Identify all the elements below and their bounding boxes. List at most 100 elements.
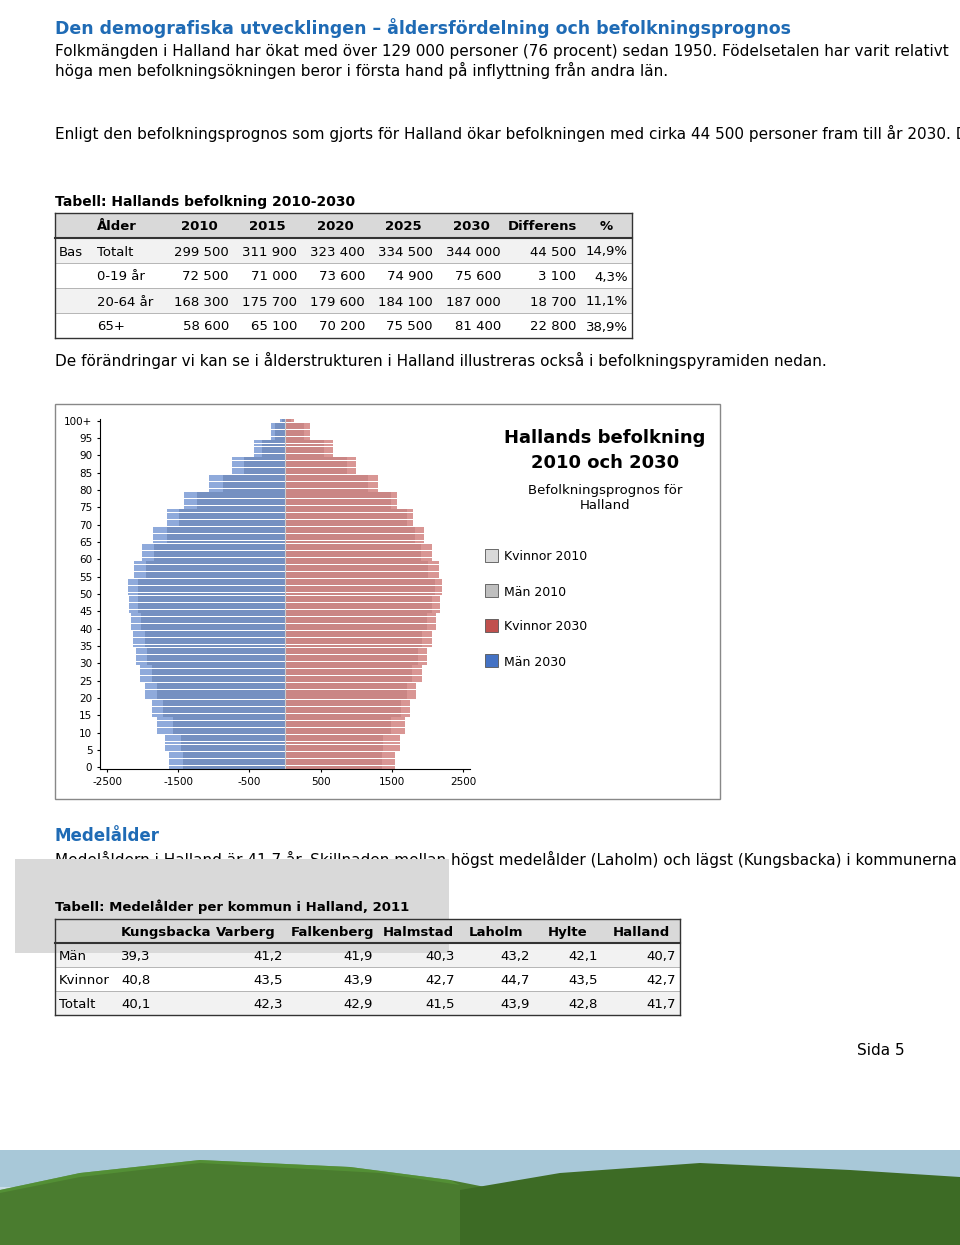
Bar	[181, 748, 285, 752]
Bar	[285, 690, 407, 692]
Bar	[285, 693, 416, 696]
Text: 299 500: 299 500	[175, 245, 229, 259]
Bar	[285, 585, 443, 589]
Bar	[285, 451, 333, 453]
Bar	[285, 499, 391, 502]
Bar	[55, 919, 680, 942]
Bar	[146, 568, 285, 571]
Bar	[285, 523, 413, 527]
Bar	[271, 426, 285, 430]
Bar	[285, 711, 410, 713]
Bar	[285, 721, 391, 723]
Bar	[244, 468, 285, 471]
Text: Den demografiska utvecklingen – åldersfördelning och befolkningsprognos: Den demografiska utvecklingen – åldersfö…	[55, 17, 791, 39]
Bar	[182, 759, 285, 762]
Text: 41,2: 41,2	[253, 950, 283, 962]
Bar	[285, 696, 416, 700]
Text: 2025: 2025	[385, 220, 421, 234]
Bar	[132, 620, 285, 624]
Bar	[55, 288, 632, 312]
Bar	[285, 641, 421, 644]
Text: 43,9: 43,9	[500, 998, 530, 1011]
Bar	[140, 676, 285, 679]
Bar	[285, 637, 432, 640]
Bar	[145, 634, 285, 637]
Bar	[153, 530, 285, 533]
Text: 0-19 år: 0-19 år	[97, 270, 145, 284]
Bar	[275, 433, 285, 436]
Bar	[285, 721, 404, 723]
Bar	[285, 631, 432, 634]
Bar	[285, 565, 439, 568]
Bar	[285, 579, 443, 581]
Bar	[179, 509, 285, 512]
Bar	[285, 707, 401, 710]
Bar	[285, 662, 418, 665]
Bar	[285, 738, 399, 741]
Bar	[285, 727, 391, 731]
Bar	[133, 637, 285, 640]
Bar	[0, 1186, 960, 1191]
Bar	[138, 579, 285, 581]
Bar	[156, 717, 285, 720]
Text: 74 900: 74 900	[387, 270, 433, 284]
Bar	[147, 662, 285, 665]
Bar	[154, 548, 285, 550]
Bar	[156, 721, 285, 723]
Text: Kvinnor 2030: Kvinnor 2030	[504, 620, 588, 634]
Bar	[0, 1203, 960, 1206]
Bar	[179, 513, 285, 515]
Bar	[209, 478, 285, 481]
Bar	[182, 756, 285, 758]
Bar	[167, 513, 285, 515]
Bar	[136, 651, 285, 655]
Bar	[167, 540, 285, 544]
Bar	[285, 492, 397, 496]
Text: 20-64 år: 20-64 år	[97, 295, 154, 309]
Text: 2010 och 2030: 2010 och 2030	[531, 454, 679, 472]
Bar	[285, 492, 391, 496]
Bar	[167, 523, 285, 527]
Text: %: %	[599, 220, 612, 234]
Bar	[275, 437, 285, 439]
Bar	[285, 544, 432, 547]
Bar	[209, 486, 285, 488]
Bar	[285, 634, 421, 637]
Bar	[165, 745, 285, 748]
Text: Män 2030: Män 2030	[504, 656, 566, 669]
Bar	[285, 620, 436, 624]
Bar	[285, 616, 436, 620]
Text: 311 900: 311 900	[242, 245, 297, 259]
Bar	[138, 585, 285, 589]
Bar	[154, 554, 285, 558]
Text: 40,3: 40,3	[425, 950, 455, 962]
Bar	[163, 713, 285, 717]
Text: Tabell: Hallands befolkning 2010-2030: Tabell: Hallands befolkning 2010-2030	[55, 195, 355, 209]
Bar	[174, 727, 285, 731]
Bar	[285, 423, 304, 426]
Text: 42,7: 42,7	[646, 974, 676, 987]
Bar	[285, 634, 432, 637]
Text: 75 500: 75 500	[387, 320, 433, 334]
Bar	[153, 540, 285, 544]
Bar	[285, 499, 397, 502]
Bar	[0, 1195, 960, 1199]
Bar	[271, 423, 285, 426]
Bar	[142, 548, 285, 550]
Bar	[280, 420, 285, 422]
Text: Män 2010: Män 2010	[504, 585, 566, 599]
Bar	[285, 568, 428, 571]
Bar	[285, 505, 397, 509]
Bar	[181, 742, 285, 745]
Bar	[285, 659, 427, 661]
Bar	[174, 721, 285, 723]
Bar	[145, 682, 285, 686]
Bar	[147, 655, 285, 657]
Bar	[145, 686, 285, 688]
Bar	[232, 472, 285, 474]
Bar	[167, 509, 285, 512]
Bar	[132, 627, 285, 630]
Bar	[285, 676, 413, 679]
Bar	[285, 517, 407, 519]
Bar	[152, 669, 285, 672]
